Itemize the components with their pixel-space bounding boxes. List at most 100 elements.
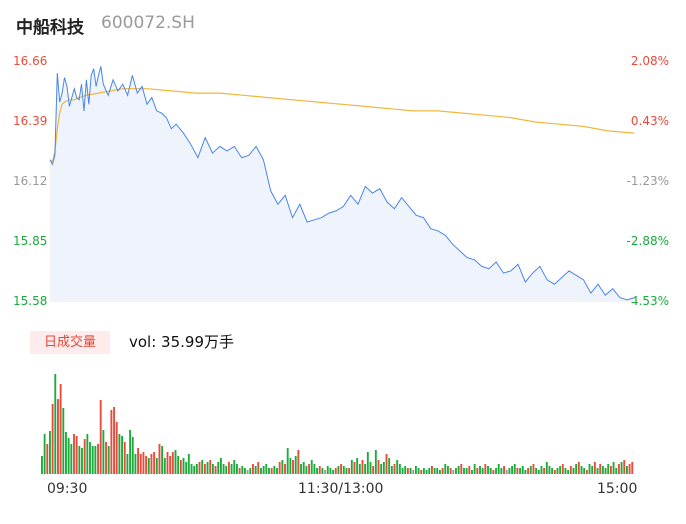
volume-bar: [278, 462, 281, 474]
volume-bar: [334, 468, 337, 474]
volume-bar: [524, 470, 527, 474]
volume-bar: [137, 448, 140, 474]
volume-bar: [409, 468, 412, 474]
volume-bar: [193, 466, 196, 474]
volume-bar: [460, 464, 463, 474]
volume-bar: [211, 464, 214, 474]
volume-bar: [345, 468, 348, 474]
volume-bar: [364, 464, 367, 474]
volume-bar: [89, 442, 91, 474]
volume-bar: [495, 468, 497, 474]
volume-bar: [118, 434, 121, 474]
volume-bar: [521, 466, 524, 474]
volume-bar: [332, 470, 335, 474]
volume-bar: [575, 464, 578, 474]
volume-bar: [209, 460, 212, 474]
volume-bar: [286, 448, 289, 474]
volume-bar: [273, 466, 276, 474]
volume-bar: [187, 454, 190, 474]
volume-bar: [145, 456, 148, 474]
volume-bar: [99, 400, 102, 474]
percent-tick-label: -2.88%: [626, 234, 669, 248]
volume-bar: [406, 468, 409, 474]
volume-bar: [337, 466, 340, 474]
volume-bar: [94, 446, 97, 474]
volume-bar: [479, 466, 481, 474]
volume-bar: [260, 468, 262, 474]
volume-bar: [249, 468, 252, 474]
volume-bar: [233, 460, 236, 474]
price-tick-label: 15.85: [13, 234, 48, 248]
volume-bar: [420, 470, 423, 474]
volume-bar: [123, 442, 126, 474]
volume-bar: [551, 468, 554, 474]
volume-bar: [326, 466, 329, 474]
volume-bar: [401, 468, 404, 474]
volume-bar: [433, 468, 436, 474]
volume-bar: [86, 434, 89, 474]
volume-bar: [177, 456, 180, 474]
stock-code: 600072.SH: [101, 13, 195, 33]
volume-bar: [412, 470, 415, 474]
time-label-midday: 11:30/13:00: [298, 481, 384, 497]
volume-bar: [227, 462, 230, 474]
volume-bar: [601, 466, 604, 474]
volume-bar: [612, 462, 615, 474]
percent-tick-label: 0.43%: [630, 114, 669, 128]
volume-bar: [577, 462, 580, 474]
volume-bar: [329, 468, 332, 474]
volume-bar: [404, 466, 407, 474]
volume-bar: [342, 466, 345, 474]
volume-bar: [195, 464, 198, 474]
volume-bar: [414, 466, 417, 474]
volume-bar: [625, 466, 628, 474]
volume-bar: [596, 468, 599, 474]
stock-name: 中船科技: [16, 18, 84, 38]
volume-bar: [561, 464, 564, 474]
volume-bar: [225, 466, 228, 474]
volume-bar: [174, 450, 177, 474]
price-tick-label: 16.12: [13, 174, 48, 188]
volume-bar: [70, 444, 73, 474]
volume-bar: [455, 468, 457, 474]
volume-bar: [441, 468, 444, 474]
volume-bar: [163, 458, 166, 474]
volume-bar: [158, 444, 161, 474]
volume-bar: [369, 462, 372, 474]
volume-bar: [385, 454, 388, 474]
volume-bar: [559, 466, 562, 474]
volume-bar: [206, 462, 209, 474]
volume-bar: [121, 436, 124, 474]
volume-badge: 日成交量: [30, 331, 110, 354]
percent-tick-label: -4.53%: [626, 294, 669, 308]
volume-bar: [217, 462, 220, 474]
volume-bar: [572, 468, 575, 474]
volume-bar: [545, 462, 548, 474]
volume-bar: [452, 470, 455, 474]
volume-bar: [468, 466, 471, 474]
volume-bar: [591, 466, 594, 474]
volume-bar: [257, 462, 260, 474]
volume-bar: [615, 468, 618, 474]
volume-bar: [105, 442, 107, 474]
time-label-open: 09:30: [47, 481, 88, 497]
volume-bar: [617, 464, 620, 474]
volume-bar: [75, 436, 78, 474]
volume-bar: [604, 468, 607, 474]
volume-bar: [380, 464, 383, 474]
volume-bar: [353, 462, 356, 474]
price-tick-label: 16.39: [13, 114, 48, 128]
volume-bar: [553, 470, 556, 474]
volume-bar: [436, 468, 439, 474]
volume-bar: [201, 460, 204, 474]
volume-bar: [142, 452, 145, 474]
volume-bar: [500, 468, 503, 474]
volume-bar: [481, 468, 484, 474]
volume-bar: [527, 468, 530, 474]
price-tick-label: 15.58: [13, 294, 48, 308]
volume-bar: [377, 460, 380, 474]
volume-bar: [305, 466, 308, 474]
price-tick-label: 16.66: [13, 54, 48, 68]
volume-bar: [374, 450, 377, 474]
volume-bar: [46, 444, 49, 474]
